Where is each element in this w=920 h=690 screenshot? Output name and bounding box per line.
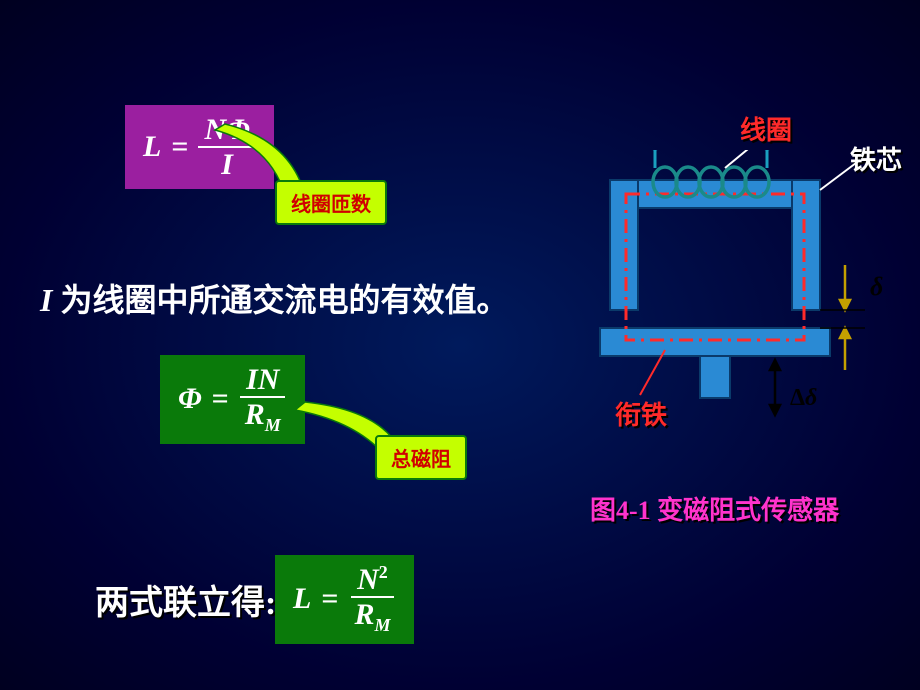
callout-turns-text: 线圈匝数 xyxy=(291,194,371,216)
eq-L2-num-sup: 2 xyxy=(379,562,388,582)
eq-L2-eq: = xyxy=(321,582,338,616)
iron-core xyxy=(610,180,820,310)
callout-rm-text: 总磁阻 xyxy=(391,449,451,471)
eq-L2-den-base: R xyxy=(354,598,374,631)
label-coil-text: 线圈 xyxy=(740,116,792,145)
eq-L1-num: NΦ xyxy=(198,113,255,148)
sentence: I 为线圈中所通交流电的有效值。 xyxy=(40,275,508,321)
flux-path xyxy=(626,194,804,340)
eq-Phi-lhs: Φ xyxy=(178,382,202,416)
figure-caption: 图4-1 变磁阻式传感器 xyxy=(590,490,839,527)
callout-turns: 线圈匝数 xyxy=(275,180,387,225)
figure-caption-text: 图4-1 变磁阻式传感器 xyxy=(590,496,839,525)
formula-inductance-final: L = N2 RM xyxy=(275,555,414,644)
eq-L1-lhs: L xyxy=(143,130,161,164)
eq-L2-den-sub: M xyxy=(374,615,390,635)
eq-L2: L = N2 RM xyxy=(293,563,396,636)
eq-L2-frac: N2 RM xyxy=(348,563,396,636)
sensor-diagram xyxy=(570,150,900,450)
displacement-arrows xyxy=(770,360,780,415)
eq-Phi-eq: = xyxy=(212,382,229,416)
formula-flux: Φ = IN RM xyxy=(160,355,305,444)
label-coil: 线圈 xyxy=(740,110,792,147)
sentence-I: I xyxy=(40,282,52,318)
callout-rm: 总磁阻 xyxy=(375,435,467,480)
eq-L2-num: N2 xyxy=(351,563,394,598)
eq-Phi: Φ = IN RM xyxy=(178,363,287,436)
gap-arrows xyxy=(840,265,850,370)
eq-L2-num-base: N xyxy=(357,563,379,596)
gap-ref-lines xyxy=(820,310,865,328)
eq-L2-den: RM xyxy=(348,598,396,636)
eq-L1-eq: = xyxy=(171,130,188,164)
eq-Phi-frac: IN RM xyxy=(239,363,287,436)
eq-Phi-den-base: R xyxy=(245,398,265,431)
eq-L1: L = NΦ I xyxy=(143,113,256,181)
eq-Phi-den-sub: M xyxy=(265,415,281,435)
eq-Phi-den: RM xyxy=(239,398,287,436)
eq-L1-frac: NΦ I xyxy=(198,113,255,181)
combine-text-val: 两式联立得: xyxy=(95,585,276,622)
sentence-body: 为线圈中所通交流电的有效值。 xyxy=(52,282,508,318)
eq-L1-den: I xyxy=(215,148,239,181)
formula-inductance: L = NΦ I xyxy=(125,105,274,189)
combine-text: 两式联立得: xyxy=(95,575,276,624)
eq-L2-lhs: L xyxy=(293,582,311,616)
eq-Phi-num: IN xyxy=(240,363,285,398)
